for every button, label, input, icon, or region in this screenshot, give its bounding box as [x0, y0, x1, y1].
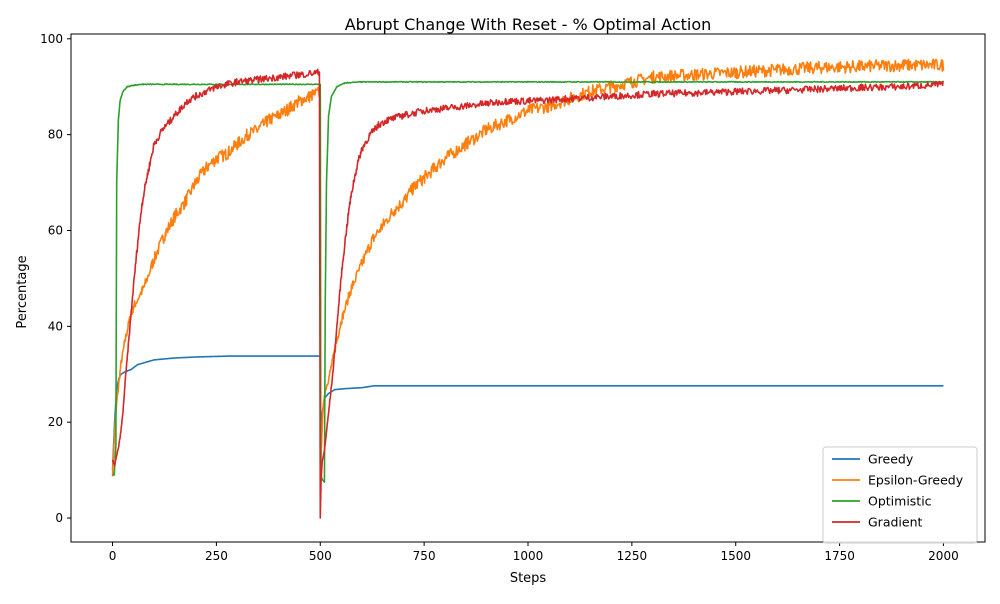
- legend-label: Greedy: [868, 452, 914, 467]
- chart-title: Abrupt Change With Reset - % Optimal Act…: [345, 15, 712, 34]
- x-axis-label: Steps: [510, 571, 547, 586]
- legend-label: Optimistic: [868, 494, 932, 509]
- x-tick-label: 250: [205, 549, 228, 563]
- axes-layer: 0 250 500 750 1000 1250 1500 1750 2000 0 20 40 60 80 1…: [40, 32, 986, 563]
- y-tick-label: 40: [48, 319, 63, 333]
- x-tick-label: 0: [109, 549, 117, 563]
- x-tick-label: 1750: [824, 549, 855, 563]
- x-tick-label: 1250: [617, 549, 648, 563]
- y-tick-label: 100: [40, 32, 63, 46]
- series-layer: [111, 58, 945, 519]
- y-tick-label: 20: [48, 415, 63, 429]
- y-axis-label: Percentage: [15, 255, 30, 328]
- series-line-epsilon-greedy: [111, 58, 945, 477]
- y-tick-label: 80: [48, 128, 63, 142]
- y-tick-label: 0: [55, 511, 63, 525]
- legend-label: Epsilon-Greedy: [868, 473, 964, 488]
- y-tick-label: 60: [48, 223, 63, 237]
- x-tick-label: 2000: [928, 549, 959, 563]
- series-line-greedy: [111, 355, 944, 471]
- legend-box: [822, 446, 978, 544]
- x-tick-label: 1500: [720, 549, 751, 563]
- x-tick-label: 500: [309, 549, 332, 563]
- series-line-gradient: [111, 68, 944, 519]
- x-tick-label: 750: [413, 549, 436, 563]
- x-tick-label: 1000: [513, 549, 544, 563]
- legend-label: Gradient: [868, 515, 923, 530]
- legend: Greedy Epsilon-Greedy Optimistic Gradient: [822, 446, 978, 544]
